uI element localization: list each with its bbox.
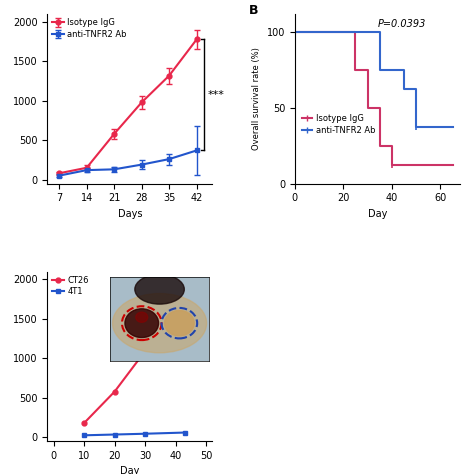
Isotype IgG xyxy=(450,162,456,167)
CT26 xyxy=(142,348,148,354)
Text: ***: *** xyxy=(208,90,225,100)
CT26 xyxy=(182,315,188,321)
4T1 xyxy=(182,430,188,436)
Isotype IgG xyxy=(377,105,383,111)
CT26 xyxy=(112,389,118,394)
Text: B: B xyxy=(249,4,258,17)
Legend: Isotype IgG, anti-TNFR2 Ab: Isotype IgG, anti-TNFR2 Ab xyxy=(302,114,375,135)
CT26 xyxy=(81,420,87,426)
anti-TNFR2 Ab xyxy=(377,29,383,35)
anti-TNFR2 Ab xyxy=(413,86,419,92)
anti-TNFR2 Ab xyxy=(413,124,419,130)
anti-TNFR2 Ab xyxy=(450,124,456,130)
Line: 4T1: 4T1 xyxy=(82,430,187,438)
Isotype IgG xyxy=(353,67,358,73)
4T1 xyxy=(112,432,118,438)
anti-TNFR2 Ab xyxy=(377,67,383,73)
4T1 xyxy=(142,431,148,437)
Legend: CT26, 4T1: CT26, 4T1 xyxy=(52,276,89,296)
Line: anti-TNFR2 Ab: anti-TNFR2 Ab xyxy=(295,32,453,127)
Line: CT26: CT26 xyxy=(82,316,187,426)
X-axis label: Day: Day xyxy=(120,466,139,474)
4T1 xyxy=(81,432,87,438)
Y-axis label: Overall survival rate (%): Overall survival rate (%) xyxy=(252,47,261,150)
Isotype IgG xyxy=(353,29,358,35)
Legend: Isotype IgG, anti-TNFR2 Ab: Isotype IgG, anti-TNFR2 Ab xyxy=(52,18,127,39)
X-axis label: Days: Days xyxy=(118,209,142,219)
Isotype IgG xyxy=(377,143,383,148)
Line: Isotype IgG: Isotype IgG xyxy=(295,32,453,164)
Isotype IgG xyxy=(365,67,371,73)
anti-TNFR2 Ab xyxy=(401,86,407,92)
anti-TNFR2 Ab xyxy=(401,67,407,73)
X-axis label: Day: Day xyxy=(368,209,387,219)
Text: P=0.0393: P=0.0393 xyxy=(377,19,426,29)
anti-TNFR2 Ab xyxy=(292,29,298,35)
Isotype IgG xyxy=(389,143,395,148)
Isotype IgG xyxy=(389,162,395,167)
Isotype IgG xyxy=(292,29,298,35)
Isotype IgG xyxy=(365,105,371,111)
